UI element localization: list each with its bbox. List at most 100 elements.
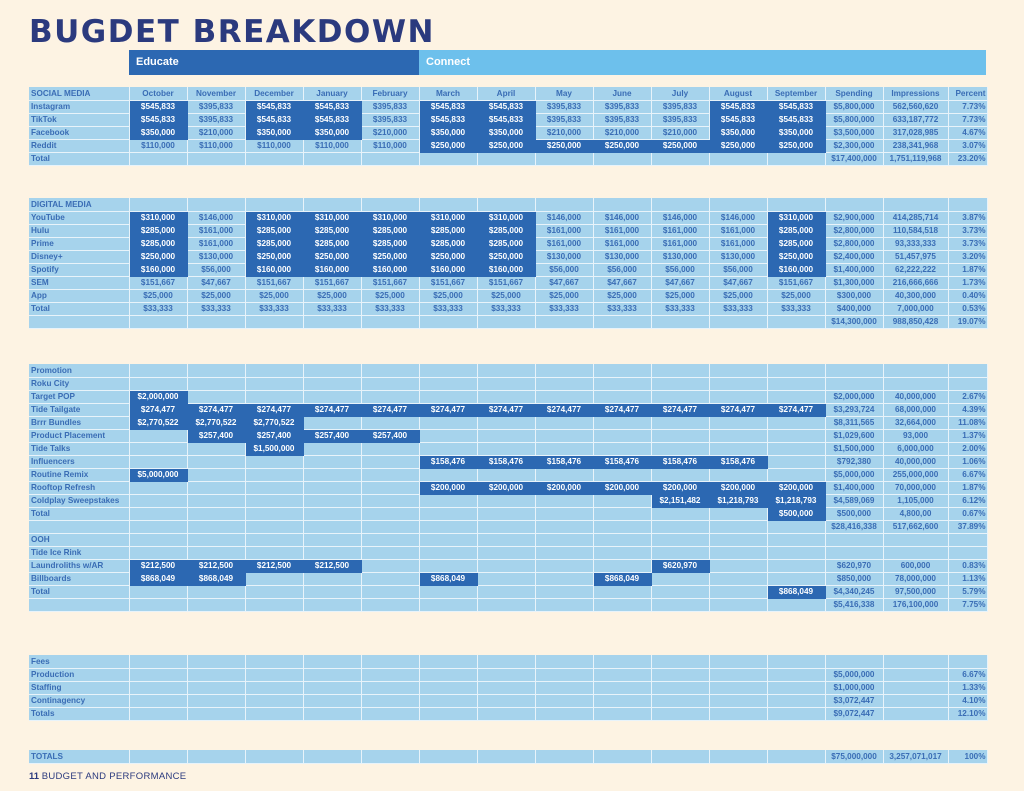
- month-value-cell: $395,833: [593, 113, 652, 127]
- table-row: Prime $285,000 $161,000 $285,000 $285,000 $28…: [29, 237, 988, 251]
- table-row: Total $500,000 $500,000 4,800,00 0.67%: [29, 507, 988, 521]
- section-header: SOCIAL MEDIA: [29, 87, 130, 101]
- empty-cell: [535, 364, 594, 378]
- month-value-cell: $250,000: [419, 250, 478, 264]
- spending-cell: $1,400,000: [825, 263, 884, 277]
- month-value-cell: [593, 546, 652, 560]
- month-value-cell: $250,000: [419, 139, 478, 153]
- total-cell: [419, 750, 478, 764]
- impressions-cell: [883, 707, 949, 721]
- month-value-cell: [419, 152, 478, 166]
- month-value-cell: [535, 572, 594, 586]
- table-row: Facebook $350,000 $210,000 $350,000 $350,000…: [29, 126, 988, 140]
- impressions-cell: 68,000,000: [883, 403, 949, 417]
- month-value-cell: $110,000: [187, 139, 246, 153]
- month-value-cell: [593, 315, 652, 329]
- impressions-cell: 93,000: [883, 429, 949, 443]
- month-value-cell: $1,218,793: [709, 494, 768, 508]
- month-value-cell: $33,333: [593, 302, 652, 316]
- table-row: Instagram $545,833 $395,833 $545,833 $545,83…: [29, 100, 988, 114]
- month-value-cell: [709, 681, 768, 695]
- total-cell: [535, 750, 594, 764]
- month-value-cell: $868,049: [129, 572, 188, 586]
- total-cell: [477, 750, 536, 764]
- month-value-cell: $25,000: [419, 289, 478, 303]
- table-row: Reddit $110,000 $110,000 $110,000 $110,000 $1…: [29, 139, 988, 153]
- month-value-cell: [767, 598, 826, 612]
- month-value-cell: [651, 707, 710, 721]
- spending-cell: [825, 546, 884, 560]
- month-value-cell: $285,000: [361, 224, 420, 238]
- month-value-cell: [419, 377, 478, 391]
- month-value-cell: [477, 429, 536, 443]
- month-value-cell: $110,000: [361, 139, 420, 153]
- column-header: March: [419, 87, 478, 101]
- column-header: June: [593, 87, 652, 101]
- table-row: Total $868,049 $4,340,245 97,500,000 5.79%: [29, 585, 988, 599]
- month-value-cell: $160,000: [767, 263, 826, 277]
- month-value-cell: [419, 442, 478, 456]
- month-value-cell: $47,667: [593, 276, 652, 290]
- month-value-cell: [245, 390, 304, 404]
- month-value-cell: $146,000: [535, 211, 594, 225]
- month-value-cell: [245, 598, 304, 612]
- spending-cell: $2,800,000: [825, 237, 884, 251]
- empty-cell: [825, 655, 884, 669]
- month-value-cell: [535, 520, 594, 534]
- month-value-cell: [651, 442, 710, 456]
- month-value-cell: $160,000: [245, 263, 304, 277]
- month-value-cell: $250,000: [477, 139, 536, 153]
- empty-cell: [883, 364, 949, 378]
- month-value-cell: $545,833: [419, 100, 478, 114]
- month-value-cell: [245, 681, 304, 695]
- month-value-cell: $56,000: [187, 263, 246, 277]
- month-value-cell: $545,833: [245, 100, 304, 114]
- month-value-cell: $151,667: [361, 276, 420, 290]
- empty-cell: [883, 655, 949, 669]
- month-value-cell: $250,000: [245, 250, 304, 264]
- month-value-cell: [419, 694, 478, 708]
- total-cell: [187, 750, 246, 764]
- table-row: Spotify $160,000 $56,000 $160,000 $160,000 $1…: [29, 263, 988, 277]
- month-value-cell: $545,833: [419, 113, 478, 127]
- row-label: Target POP: [29, 390, 130, 404]
- month-value-cell: [477, 559, 536, 573]
- month-value-cell: [709, 390, 768, 404]
- percent-cell: 3.20%: [948, 250, 988, 264]
- month-value-cell: [651, 681, 710, 695]
- month-value-cell: [593, 533, 652, 547]
- row-label: SEM: [29, 276, 130, 290]
- month-value-cell: $285,000: [129, 237, 188, 251]
- month-value-cell: $33,333: [651, 302, 710, 316]
- month-value-cell: [129, 377, 188, 391]
- month-value-cell: [419, 668, 478, 682]
- empty-cell: [245, 198, 304, 212]
- table-row: Laundroliths w/AR $212,500 $212,500 $212,50…: [29, 559, 988, 573]
- month-value-cell: [767, 377, 826, 391]
- month-value-cell: $160,000: [129, 263, 188, 277]
- month-value-cell: [709, 315, 768, 329]
- spending-cell: $850,000: [825, 572, 884, 586]
- month-value-cell: $161,000: [187, 224, 246, 238]
- month-value-cell: [303, 481, 362, 495]
- month-value-cell: [129, 533, 188, 547]
- percent-cell: [948, 533, 988, 547]
- month-value-cell: [767, 455, 826, 469]
- total-cell: [129, 750, 188, 764]
- percent-cell: 1.06%: [948, 455, 988, 469]
- page-title: BUGDET BREAKDOWN: [29, 14, 436, 50]
- impressions-cell: 78,000,000: [883, 572, 949, 586]
- month-value-cell: $47,667: [535, 276, 594, 290]
- month-value-cell: [245, 507, 304, 521]
- month-value-cell: $257,400: [361, 429, 420, 443]
- impressions-cell: 517,662,600: [883, 520, 949, 534]
- spending-cell: $9,072,447: [825, 707, 884, 721]
- month-value-cell: [593, 668, 652, 682]
- month-value-cell: [651, 390, 710, 404]
- month-value-cell: [187, 694, 246, 708]
- month-value-cell: $25,000: [361, 289, 420, 303]
- column-header: Percent: [948, 87, 988, 101]
- empty-cell: [948, 364, 988, 378]
- month-value-cell: [709, 598, 768, 612]
- month-value-cell: [303, 598, 362, 612]
